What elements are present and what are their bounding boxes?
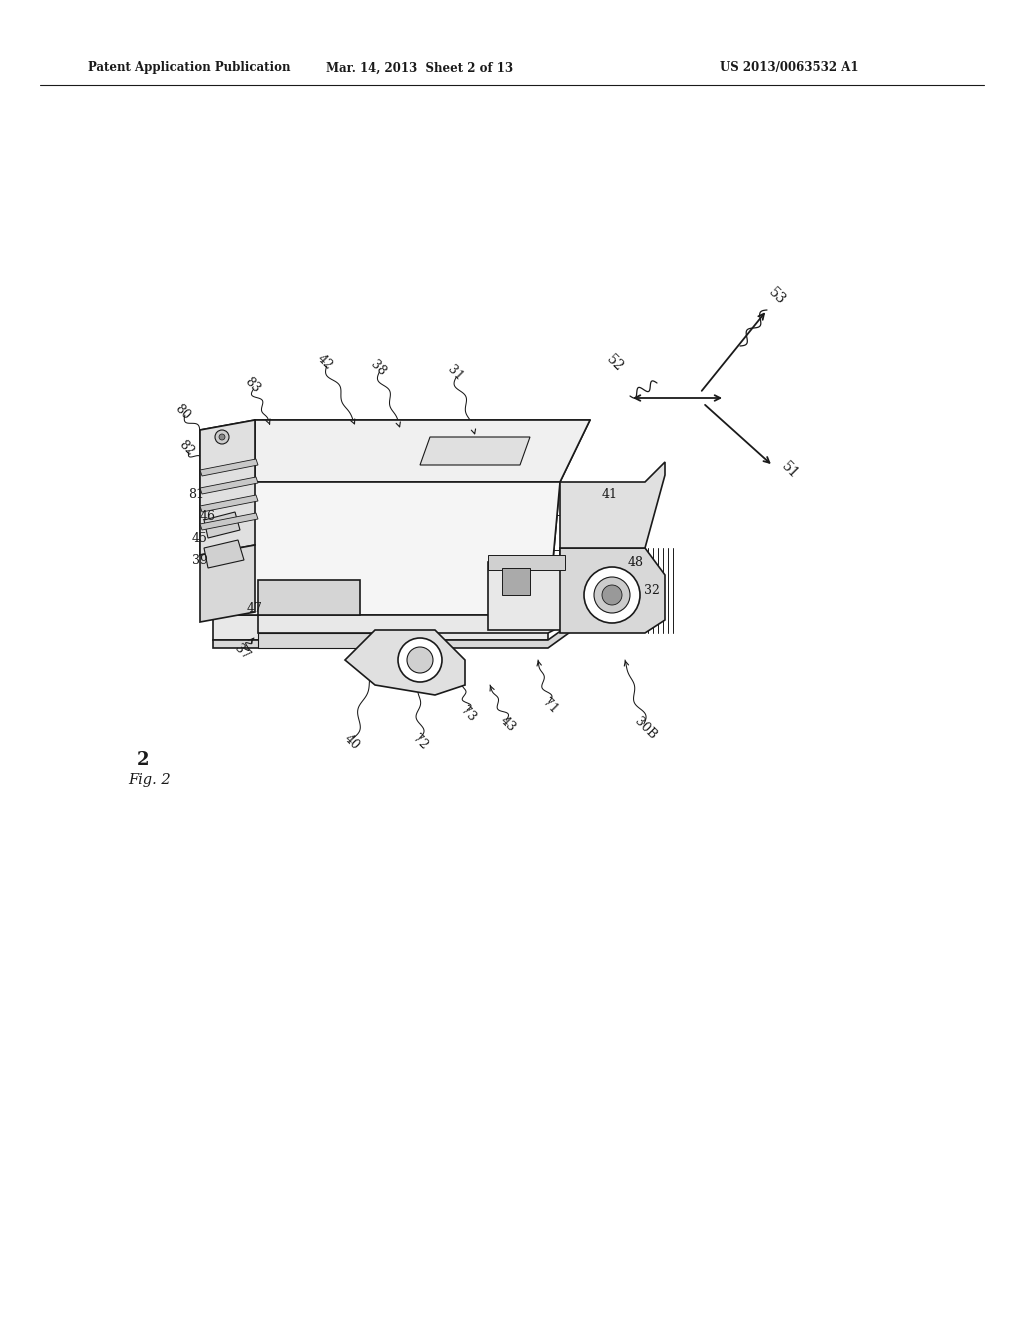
Text: 47: 47 [247,602,263,615]
Circle shape [584,568,640,623]
Text: 45: 45 [193,532,208,544]
Circle shape [215,430,229,444]
Polygon shape [345,630,465,696]
Text: 41: 41 [602,487,618,500]
Polygon shape [488,548,590,630]
Text: 38: 38 [368,358,388,379]
Polygon shape [204,540,244,568]
Polygon shape [560,462,665,548]
Text: 51: 51 [779,459,801,482]
Polygon shape [220,420,255,610]
Polygon shape [225,420,590,482]
Text: 37: 37 [231,642,252,663]
Polygon shape [213,616,580,648]
Polygon shape [258,601,580,634]
Text: 80: 80 [172,401,193,422]
Text: 40: 40 [342,731,362,752]
Text: 83: 83 [242,375,262,395]
Text: 43: 43 [498,714,518,734]
Polygon shape [258,634,380,648]
Text: 71: 71 [540,696,560,717]
Polygon shape [258,579,360,615]
Circle shape [407,647,433,673]
Polygon shape [200,459,258,477]
Text: 2: 2 [137,751,150,770]
Circle shape [594,577,630,612]
Polygon shape [420,437,530,465]
Polygon shape [200,420,255,554]
Text: Patent Application Publication: Patent Application Publication [88,62,291,74]
Text: 81: 81 [188,488,204,502]
Circle shape [398,638,442,682]
Text: 73: 73 [458,704,478,725]
Text: 30B: 30B [632,714,658,742]
Circle shape [219,434,225,440]
Polygon shape [213,482,560,615]
Polygon shape [200,477,258,494]
Text: 72: 72 [410,731,430,752]
Text: 48: 48 [628,556,644,569]
Polygon shape [488,554,565,570]
Text: 39: 39 [193,553,208,566]
Text: US 2013/0063532 A1: US 2013/0063532 A1 [720,62,858,74]
Polygon shape [560,548,665,634]
Polygon shape [213,615,548,640]
Polygon shape [502,568,530,595]
Text: 42: 42 [314,352,335,372]
Text: 53: 53 [766,285,788,308]
Text: 32: 32 [644,585,659,598]
Text: 46: 46 [200,511,216,524]
Polygon shape [200,513,258,531]
Text: Mar. 14, 2013  Sheet 2 of 13: Mar. 14, 2013 Sheet 2 of 13 [327,62,514,74]
Polygon shape [204,512,240,539]
Polygon shape [200,545,255,622]
Text: 31: 31 [444,363,465,383]
Text: 52: 52 [604,352,626,374]
Text: Fig. 2: Fig. 2 [128,774,171,787]
Polygon shape [200,495,258,512]
Text: 82: 82 [176,438,197,458]
Circle shape [602,585,622,605]
